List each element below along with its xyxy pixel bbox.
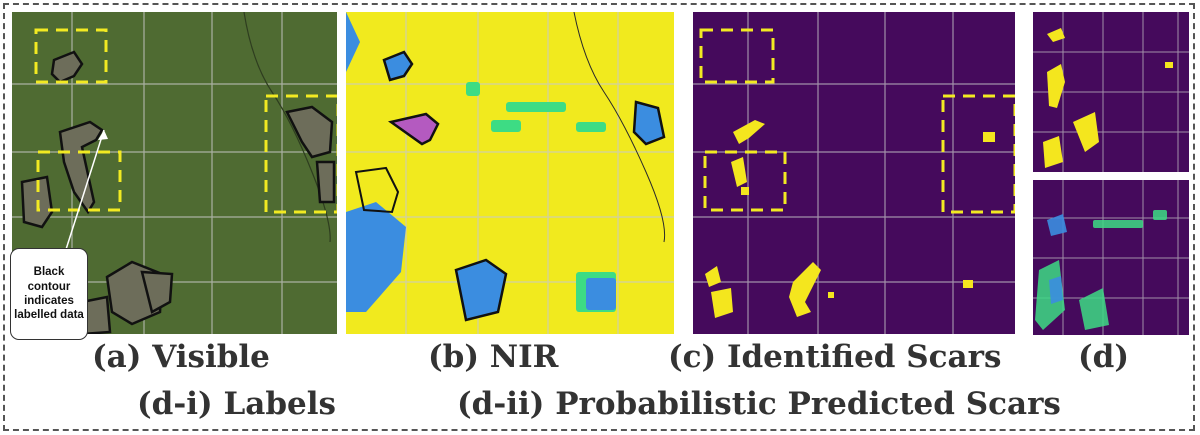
nir-image (346, 12, 674, 334)
figure-frame (3, 3, 1195, 431)
predicted-panel (1033, 180, 1189, 335)
callout-label: Black contour indicates labelled data (10, 248, 88, 340)
predicted-image (1033, 180, 1189, 335)
caption-predicted-scars: (d-ii) Probabilistic Predicted Scars (457, 386, 1061, 422)
caption-identified-scars: (c) Identified Scars (668, 339, 1002, 375)
labels-image (1033, 12, 1189, 172)
caption-d: (d) (1078, 339, 1130, 375)
caption-visible: (a) Visible (92, 339, 270, 375)
scars-image (693, 12, 1015, 334)
caption-labels: (d-i) Labels (137, 386, 336, 422)
caption-nir: (b) NIR (428, 339, 559, 375)
scars-panel (693, 12, 1015, 334)
labels-panel (1033, 12, 1189, 172)
nir-panel (346, 12, 674, 334)
